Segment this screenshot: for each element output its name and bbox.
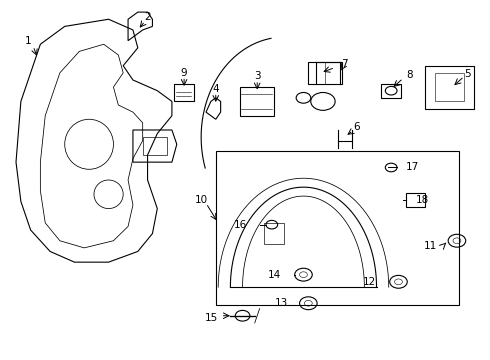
Text: 2: 2 [144, 13, 151, 22]
Text: 14: 14 [269, 270, 282, 280]
Text: 3: 3 [254, 71, 261, 81]
Text: 6: 6 [354, 122, 360, 132]
Text: 11: 11 [424, 241, 438, 251]
Text: 8: 8 [406, 70, 413, 80]
Text: 1: 1 [25, 36, 31, 46]
Text: 16: 16 [234, 220, 247, 230]
Text: 4: 4 [213, 84, 219, 94]
Text: 18: 18 [416, 195, 429, 204]
Text: 5: 5 [465, 68, 471, 78]
Text: 13: 13 [274, 298, 288, 308]
Text: 10: 10 [195, 195, 208, 204]
Text: 12: 12 [363, 277, 376, 287]
Text: 9: 9 [181, 68, 187, 78]
Text: 7: 7 [342, 59, 348, 69]
Text: 15: 15 [205, 312, 218, 323]
Text: 17: 17 [406, 162, 419, 172]
